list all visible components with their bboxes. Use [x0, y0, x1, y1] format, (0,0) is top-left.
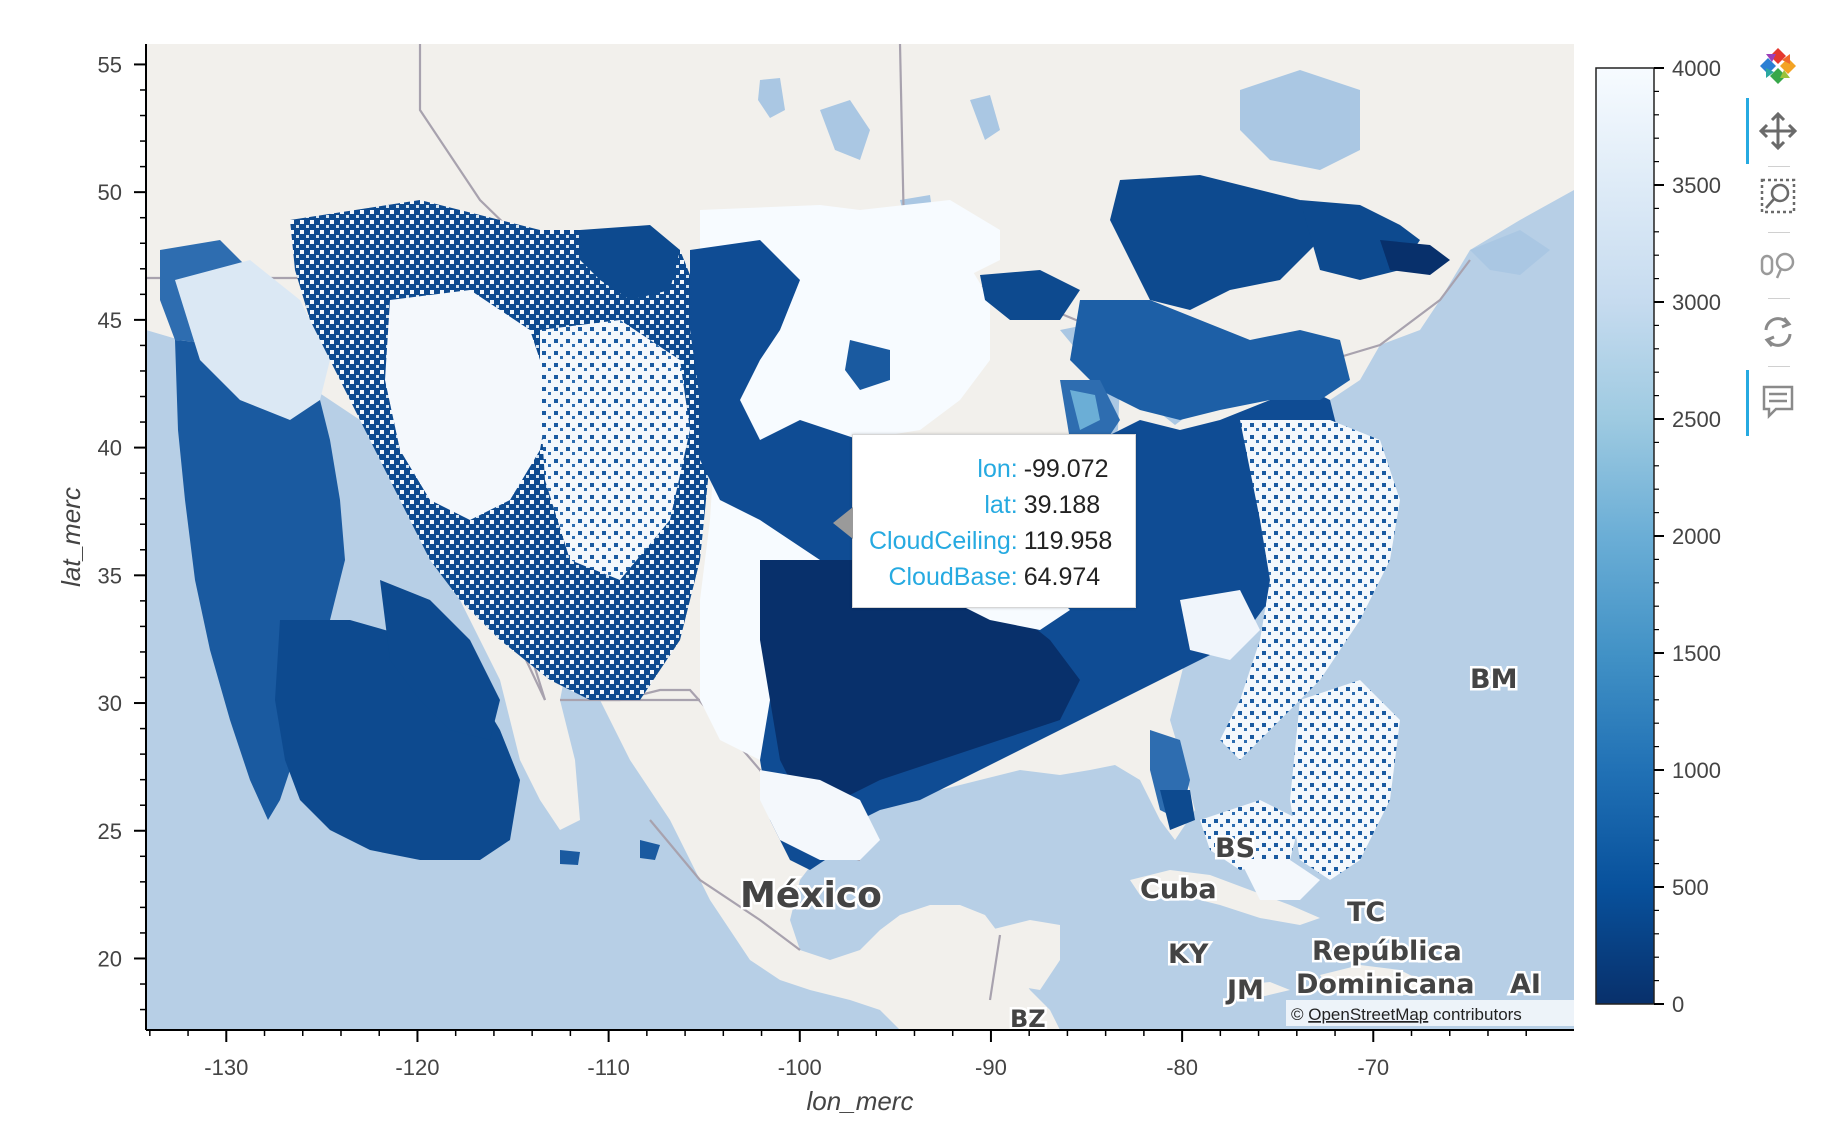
y-tick-label: 25: [98, 819, 122, 844]
attribution: © OpenStreetMap contributors: [1291, 1005, 1522, 1024]
wheel-zoom-icon[interactable]: [1752, 238, 1804, 290]
toolbar-separator: [1768, 232, 1790, 233]
y-tick-label: 45: [98, 308, 122, 333]
label-bs: BS: [1215, 833, 1255, 864]
colorbar-tick-label: 1500: [1672, 641, 1721, 666]
toolbar-separator: [1768, 166, 1790, 167]
colorbar-ticks: 0 500 1000 1500 2000 2500 3000 3500 4000: [1654, 56, 1721, 1017]
x-axis: -130 -120 -110 -100 -90 -80 -70: [146, 1029, 1574, 1080]
tooltip-value: 119.958: [1023, 527, 1113, 555]
x-axis-label: lon_merc: [807, 1086, 914, 1116]
active-tool-indicator: [1746, 98, 1749, 164]
tooltip-row: CloudBase: 64.974: [867, 559, 1114, 595]
y-tick-label: 30: [98, 691, 122, 716]
box-zoom-icon[interactable]: [1752, 170, 1804, 222]
attribution-prefix: ©: [1291, 1005, 1308, 1024]
toolbar-separator: [1768, 366, 1790, 367]
colorbar-tick-label: 4000: [1672, 56, 1721, 81]
label-ky: KY: [1168, 939, 1209, 970]
land-hispaniola: [1320, 965, 1430, 995]
tooltip-arrow: [833, 507, 853, 539]
tooltip-value: 39.188: [1023, 491, 1101, 519]
colorbar-tick-label: 2500: [1672, 407, 1721, 432]
x-tick-label: -70: [1357, 1055, 1389, 1080]
x-tick-label: -100: [778, 1055, 822, 1080]
label-bz: BZ: [1010, 1005, 1046, 1033]
y-tick-label: 35: [98, 563, 122, 588]
label-cuba: Cuba: [1140, 874, 1217, 905]
land-yucatan: [990, 920, 1060, 990]
tooltip-key: lat:: [984, 491, 1018, 519]
active-tool-indicator: [1746, 370, 1749, 436]
tooltip-row: CloudCeiling: 119.958: [867, 523, 1114, 559]
y-tick-label: 20: [98, 946, 122, 971]
colorbar-tick-label: 3000: [1672, 290, 1721, 315]
colorbar-tick-label: 3500: [1672, 173, 1721, 198]
label-bm: BM: [1470, 664, 1517, 695]
colorbar-tick-label: 1000: [1672, 758, 1721, 783]
y-tick-label: 50: [98, 180, 122, 205]
tooltip-key: CloudBase:: [888, 563, 1018, 591]
tooltip-key: CloudCeiling:: [869, 527, 1018, 555]
pan-icon[interactable]: [1752, 105, 1804, 157]
attribution-link[interactable]: OpenStreetMap: [1308, 1005, 1428, 1024]
label-jm: JM: [1225, 975, 1264, 1006]
land-cuba: [1130, 870, 1320, 925]
label-mexico: México: [740, 875, 882, 916]
x-tick-label: -80: [1166, 1055, 1198, 1080]
tooltip-row: lat: 39.188: [867, 487, 1114, 523]
x-tick-label: -90: [975, 1055, 1007, 1080]
x-tick-label: -130: [204, 1055, 248, 1080]
colorbar-tick-label: 2000: [1672, 524, 1721, 549]
tooltip-value: -99.072: [1023, 455, 1109, 483]
tooltip-value: 64.974: [1023, 563, 1101, 591]
colorbar: [1595, 67, 1655, 1005]
cloud-data-layer: [160, 175, 1450, 900]
y-axis-label: lat_merc: [56, 487, 86, 587]
land-jamaica: [1240, 982, 1290, 996]
reset-icon[interactable]: [1752, 306, 1804, 358]
bokeh-logo-icon[interactable]: [1752, 40, 1804, 92]
y-axis: 20 25 30 35 40 45 50 55: [98, 44, 147, 1030]
attribution-suffix: contributors: [1428, 1005, 1522, 1024]
y-tick-label: 55: [98, 52, 122, 77]
label-ai: AI: [1510, 969, 1541, 1000]
toolbar-separator: [1768, 298, 1790, 299]
hover-tooltip: lon: -99.072 lat: 39.188 CloudCeiling: 1…: [833, 434, 1136, 608]
label-tc: TC: [1347, 897, 1385, 928]
y-tick-label: 40: [98, 436, 122, 461]
x-tick-label: -110: [587, 1055, 629, 1080]
tooltip-table: lon: -99.072 lat: 39.188 CloudCeiling: 1…: [867, 451, 1114, 595]
hover-icon[interactable]: [1752, 375, 1804, 427]
x-tick-label: -120: [395, 1055, 439, 1080]
colorbar-tick-label: 0: [1672, 992, 1684, 1017]
colorbar-tick-label: 500: [1672, 875, 1709, 900]
tooltip-row: lon: -99.072: [867, 451, 1114, 487]
label-dominicana: Dominicana: [1296, 969, 1475, 1000]
label-republica: República: [1312, 936, 1462, 967]
attribution-background: [1286, 1000, 1574, 1026]
tooltip-key: lon:: [977, 455, 1018, 483]
